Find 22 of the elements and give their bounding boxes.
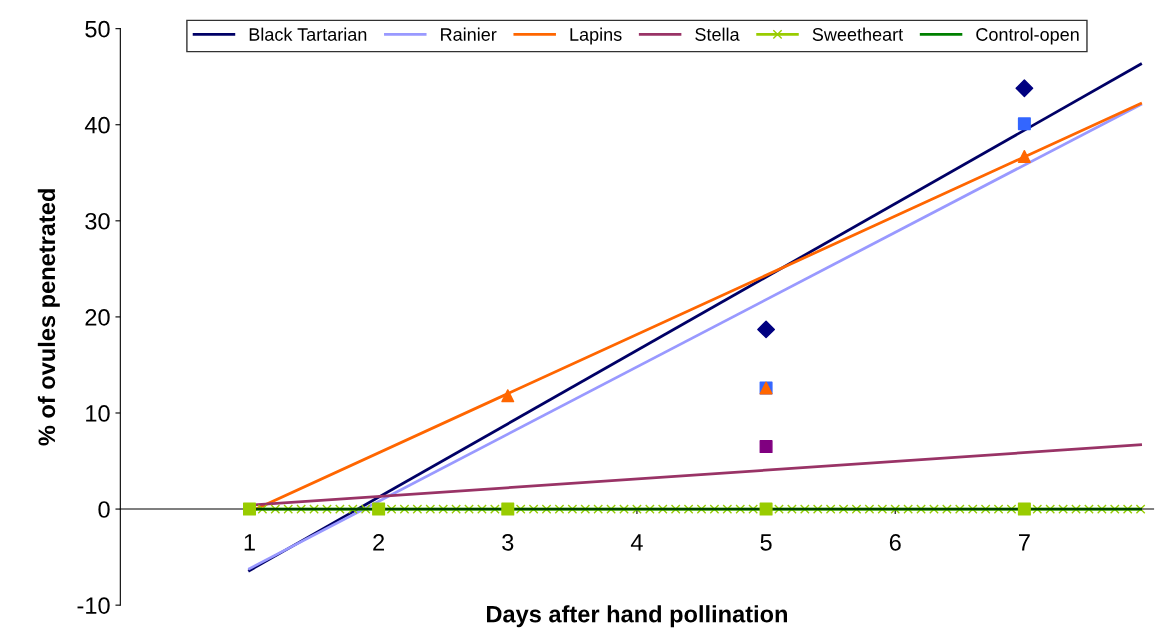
y-tick-label: 20	[85, 308, 110, 326]
x-tick-label: 5	[760, 534, 772, 551]
x-tick-label: 3	[502, 534, 514, 551]
y-tick-label: 0	[98, 501, 110, 518]
legend-label: Black Tartarian	[249, 27, 367, 41]
y-tick-label: 10	[86, 405, 110, 422]
x-tick-label: 4	[630, 534, 643, 551]
y-tick-label: 30	[85, 212, 110, 230]
y-tick-label: -10	[77, 597, 110, 614]
legend-label: Control-open	[976, 27, 1079, 45]
y-tick-label: 40	[84, 116, 110, 134]
x-tick-label: 1	[244, 534, 255, 551]
x-tick-label: 2	[373, 534, 385, 551]
y-axis-title: % of ovules penetrated	[37, 189, 60, 446]
legend-label: Lapins	[570, 27, 622, 45]
y-tick-label: 50	[85, 20, 110, 38]
x-tick-label: 7	[1019, 534, 1030, 551]
x-tick-label: 6	[889, 534, 901, 551]
x-axis-title: Days after hand pollination	[487, 605, 787, 628]
legend-label: Sweetheart	[812, 27, 904, 41]
legend-label: Rainier	[441, 27, 497, 41]
legend-label: Stella	[695, 27, 740, 41]
